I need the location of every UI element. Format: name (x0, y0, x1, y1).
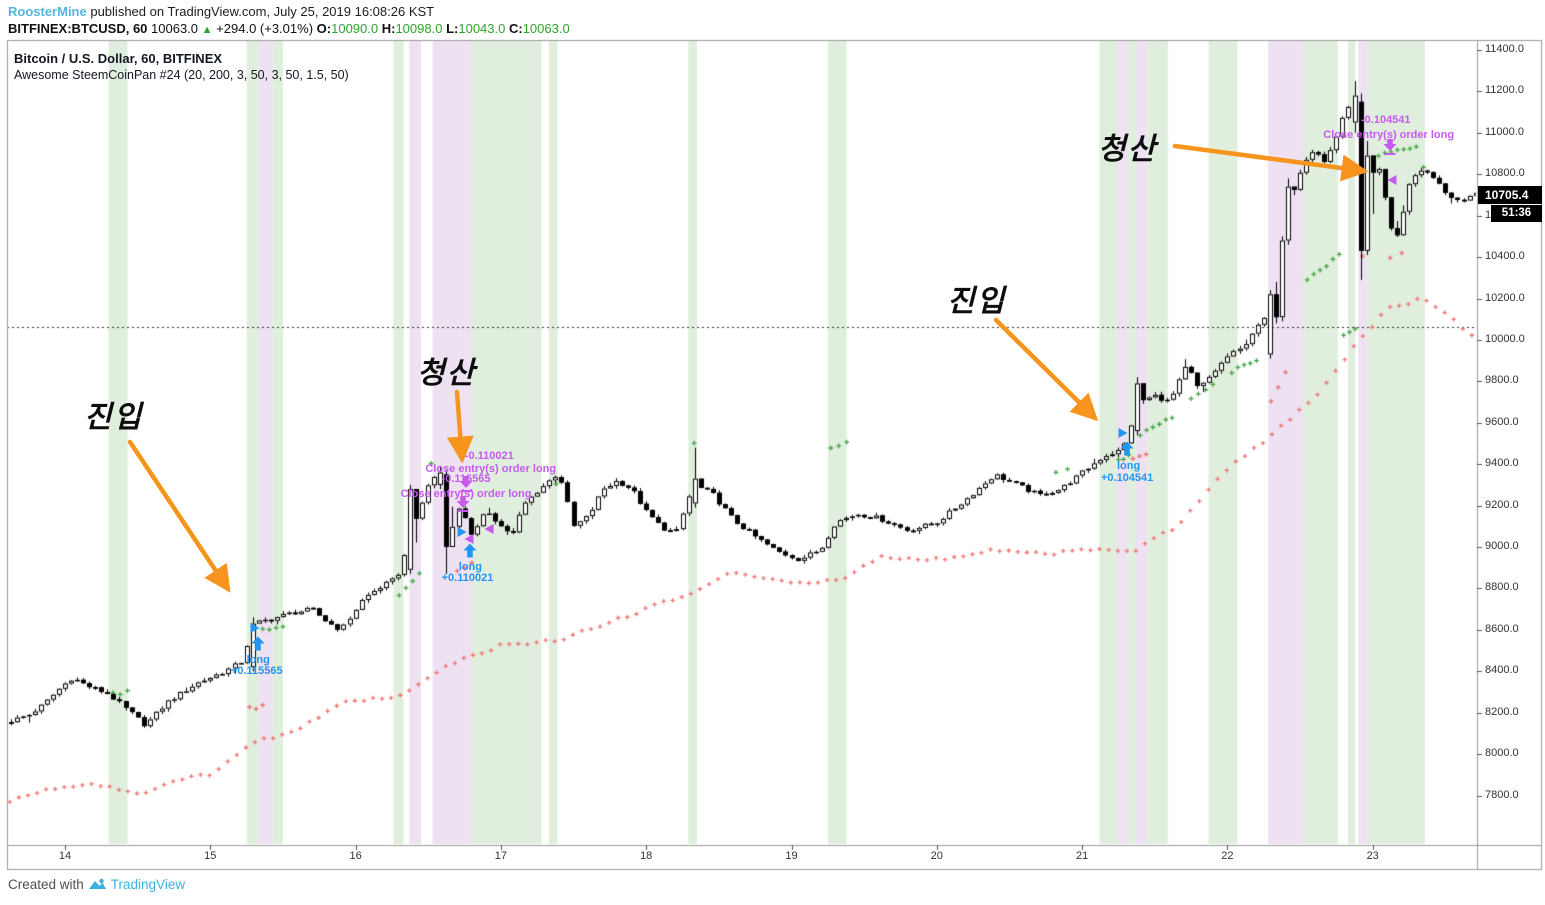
trade-label: -0.110021 (464, 449, 514, 462)
footer-attribution: Created with TradingView (8, 877, 185, 892)
annotation-text: 진입 (84, 401, 144, 434)
price-axis[interactable]: 7800.0 8000.0 8200.0 8400.0 8600.0 8800.0 9000… (1478, 40, 1544, 869)
trade-label: -0.104541 (1360, 114, 1411, 127)
close-order-arrow-icon (1383, 138, 1397, 161)
time-axis[interactable]: 14 15 16 17 18 19 20 21 22 23 (7, 845, 1478, 869)
trade-label: +0.110021 (441, 571, 494, 584)
trade-label: +0.104541 (1100, 471, 1154, 484)
annotation-text: 진입 (947, 285, 1007, 318)
time-axis-label: 15 (204, 850, 217, 862)
price-axis-label: 9400.0 (1485, 457, 1519, 470)
created-with-label: Created with (8, 877, 84, 892)
annotation-text: 청산 (1098, 133, 1158, 166)
price-axis-label: 9200.0 (1485, 498, 1519, 511)
exit-triangle-icon (464, 533, 474, 544)
price-axis-label: 10800.0 (1485, 167, 1525, 180)
chart-legend[interactable]: Bitcoin / U.S. Dollar, 60, BITFINEX Awes… (14, 50, 349, 84)
trade-label: Close entry(s) order long (425, 463, 557, 476)
price-axis-label: 10000.0 (1485, 332, 1525, 345)
indicator-title: Awesome SteemCoinPan #24 (20, 200, 3, 50… (14, 68, 349, 82)
price-axis-label: 11000.0 (1485, 125, 1524, 138)
annotation-text: 청산 (417, 357, 477, 390)
entry-triangle-icon (457, 527, 467, 538)
buy-arrow-icon (463, 543, 477, 562)
exit-triangle-icon (484, 524, 494, 535)
time-axis-label: 21 (1075, 850, 1089, 862)
price-axis-label: 8000.0 (1485, 747, 1519, 760)
time-axis-label: 23 (1366, 850, 1379, 862)
trade-label: Close entry(s) order long (1323, 129, 1455, 142)
tradingview-logo-icon (88, 878, 106, 889)
time-axis-label: 14 (58, 850, 72, 862)
trade-label: long (458, 560, 482, 573)
buy-arrow-icon (1120, 441, 1134, 461)
time-axis-label: 22 (1221, 850, 1234, 862)
time-axis-label: 16 (349, 850, 362, 862)
trade-label: Close entry(s) order long (400, 488, 532, 500)
tradingview-brand-link[interactable]: TradingView (110, 877, 186, 892)
time-axis-label: 20 (930, 850, 943, 862)
chart-title: Bitcoin / U.S. Dollar, 60, BITFINEX (14, 51, 223, 66)
price-axis-label: 8600.0 (1485, 622, 1519, 635)
price-axis-label: 9000.0 (1485, 540, 1519, 553)
time-axis-label: 19 (785, 850, 798, 862)
close-order-arrow-icon (456, 496, 470, 518)
price-axis-label: 11200.0 (1485, 84, 1524, 97)
entry-triangle-icon (1118, 427, 1128, 438)
price-axis-label: 11400.0 (1485, 43, 1524, 55)
trade-label: long (1116, 460, 1141, 473)
price-axis-label: 9600.0 (1485, 415, 1519, 428)
close-order-arrow-icon (459, 476, 473, 498)
price-axis-label: 9800.0 (1485, 374, 1519, 387)
price-axis-label: 10200.0 (1485, 291, 1525, 304)
trade-label: long (246, 653, 270, 666)
last-price-tag: 10705.4 (1478, 186, 1542, 204)
time-axis-label: 17 (494, 850, 508, 862)
exit-triangle-icon (1387, 175, 1397, 186)
price-axis-label: 8400.0 (1485, 664, 1519, 677)
price-axis-label: 8800.0 (1485, 581, 1519, 594)
buy-arrow-icon (251, 636, 265, 656)
price-axis-label: 10400.0 (1485, 250, 1525, 263)
price-axis-label: 8200.0 (1485, 705, 1519, 718)
bar-countdown-tag: 51:36 (1491, 205, 1542, 222)
price-axis-label: 7800.0 (1485, 788, 1519, 801)
time-axis-label: 18 (640, 850, 653, 862)
trade-label: +0.115565 (230, 665, 283, 678)
entry-triangle-icon (250, 623, 260, 634)
